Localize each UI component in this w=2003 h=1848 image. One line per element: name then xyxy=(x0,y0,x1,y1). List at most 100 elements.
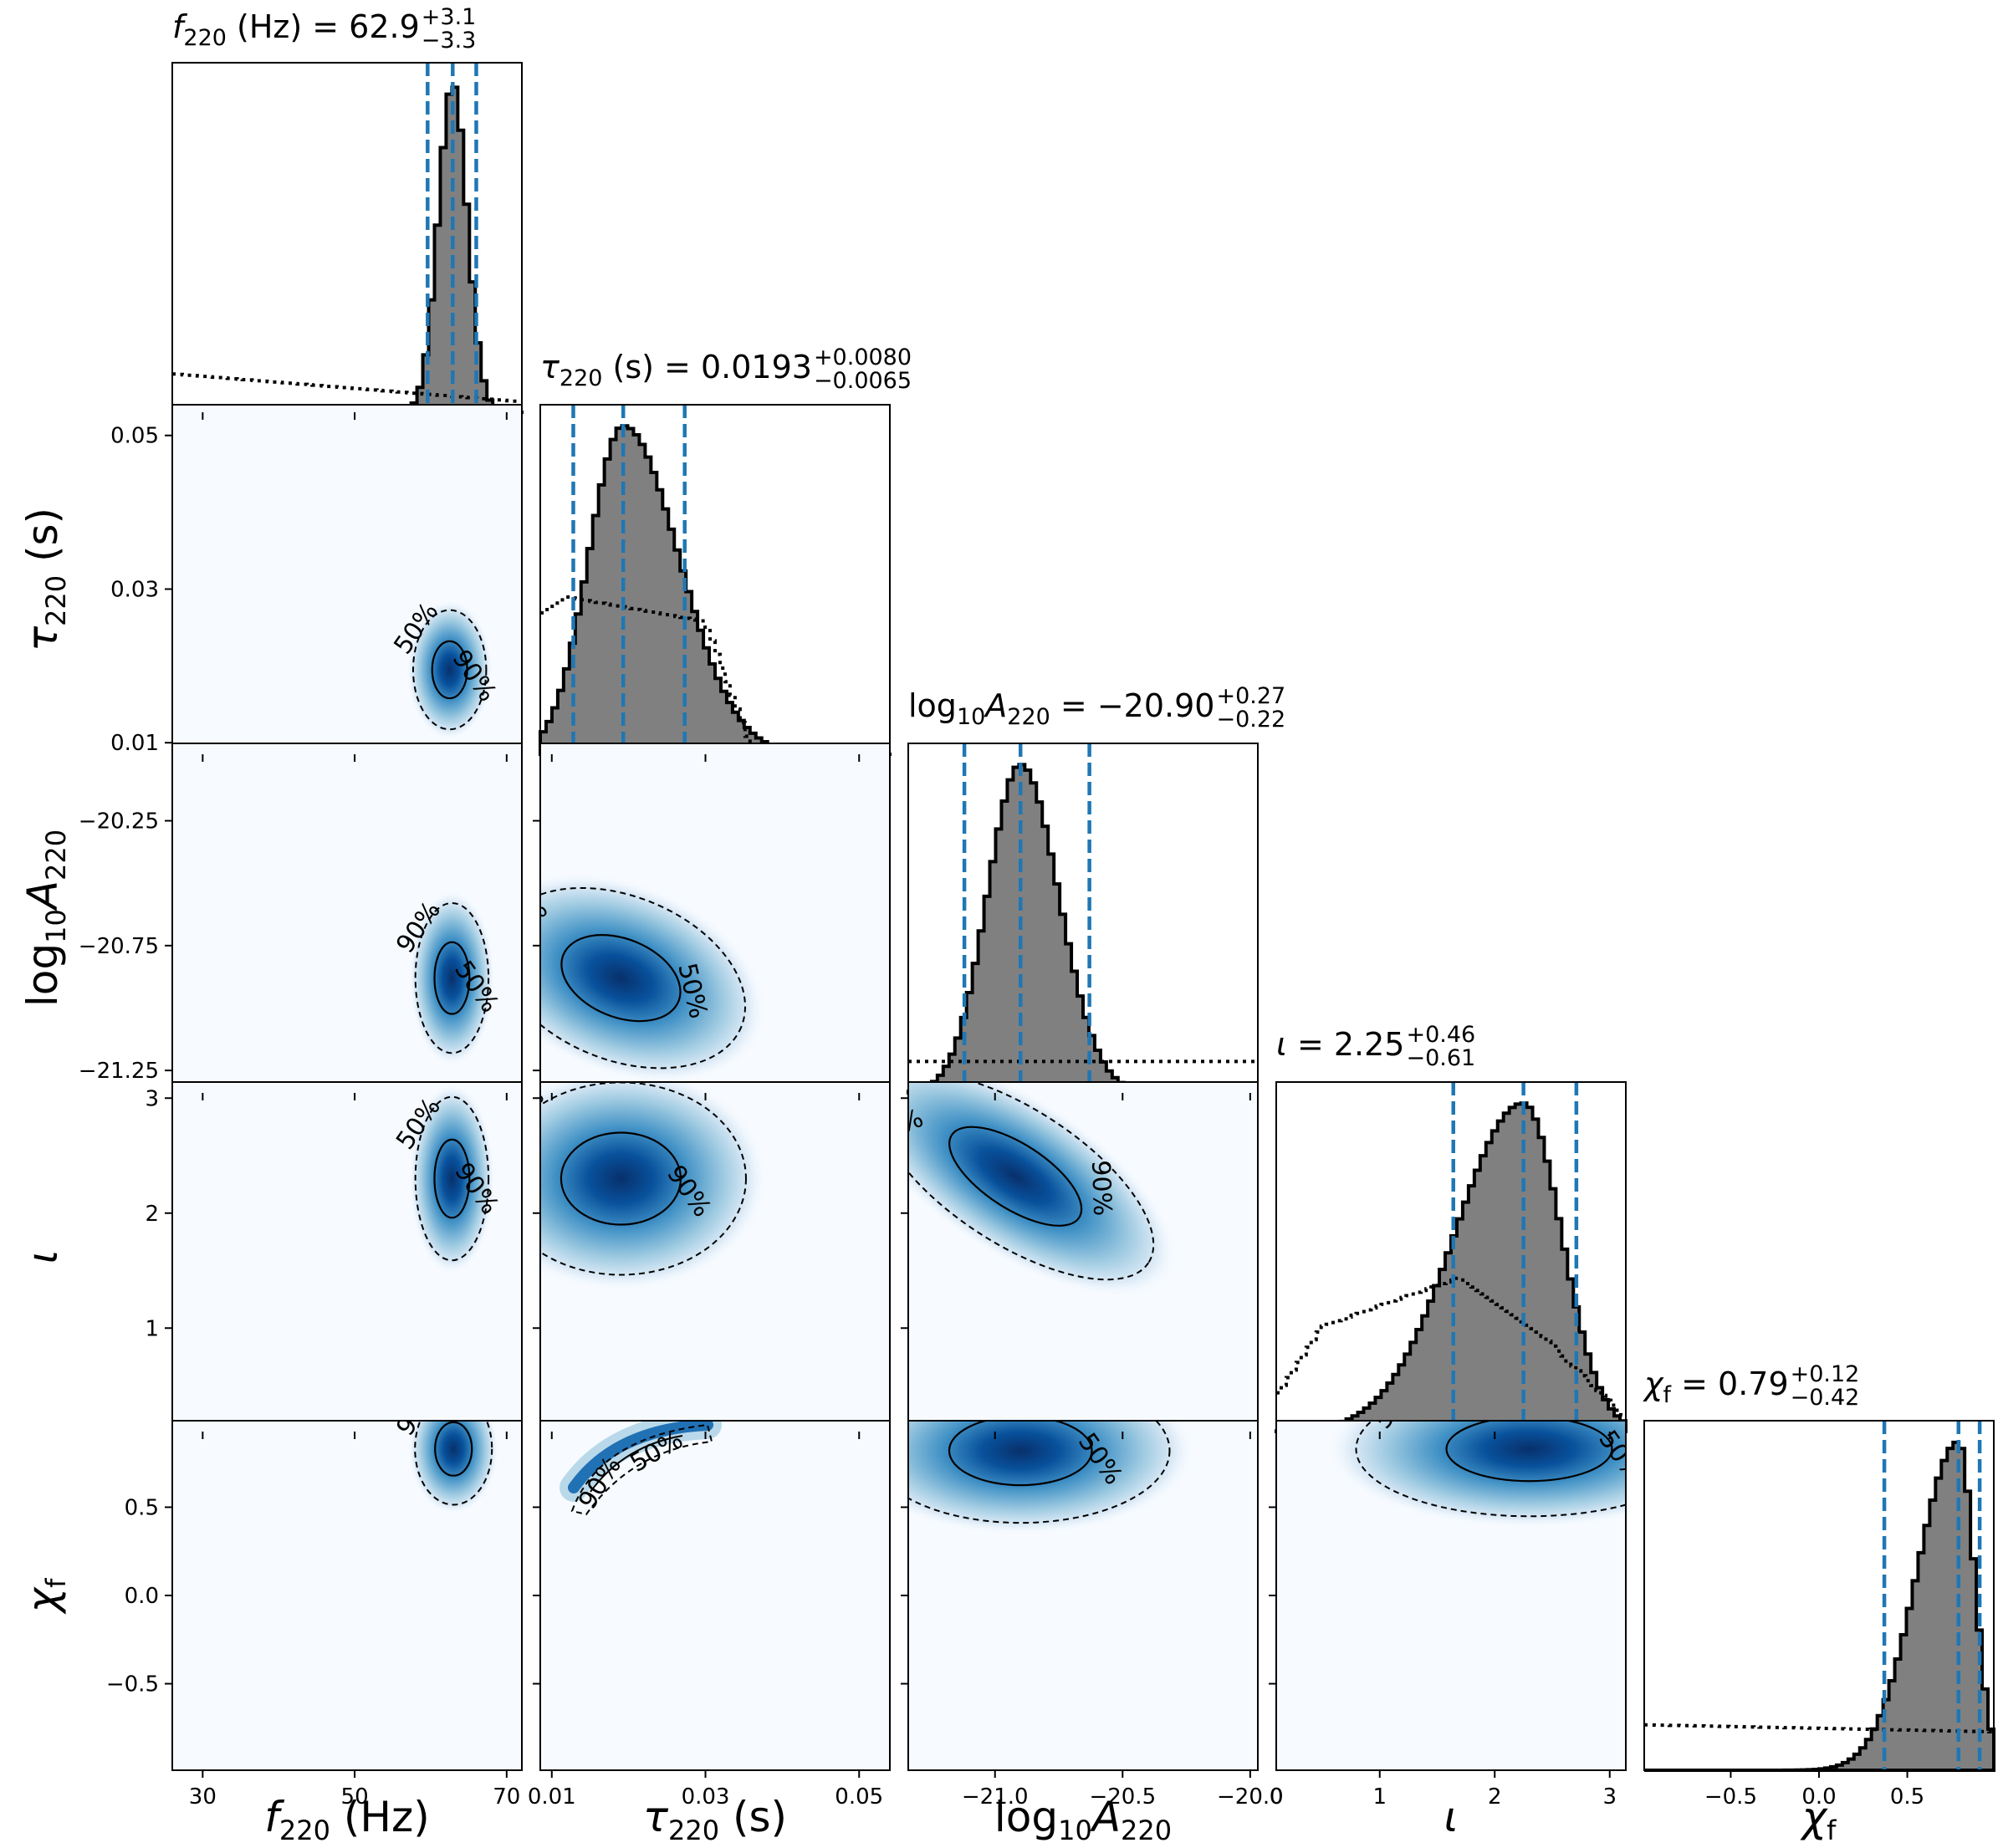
contour-90 xyxy=(1355,1421,1626,1518)
panels: 50%90%90%50%90%50%50%90%50%90%50%90%90%9… xyxy=(165,62,1995,1778)
y-tick-label: 0.0 xyxy=(125,1584,159,1609)
contour-label-90: 90% xyxy=(1086,1160,1116,1217)
x-axis-label-chi_f: χf xyxy=(1800,1793,1837,1846)
y-tick-label: −0.5 xyxy=(106,1672,159,1697)
title-upper-error: +0.27 xyxy=(1216,683,1285,709)
x-tick-label: −20.5 xyxy=(1089,1784,1156,1810)
density-blob xyxy=(409,1082,495,1275)
x-tick-label: 1 xyxy=(1372,1784,1387,1810)
x-axis-label-iota: ι xyxy=(1444,1793,1459,1841)
density-blob xyxy=(406,600,493,740)
title-upper-error: +3.1 xyxy=(422,4,477,30)
contour-50 xyxy=(433,941,471,1015)
contour-90 xyxy=(570,1423,713,1516)
contour-90 xyxy=(908,1421,1171,1524)
prior-histogram xyxy=(1276,1276,1626,1417)
x-tick-label: 50 xyxy=(341,1784,369,1810)
y-tick-label: 0.05 xyxy=(110,424,159,449)
title-lower-error: −0.22 xyxy=(1216,707,1285,733)
y-axis-label-tau220: τ220 (s) xyxy=(18,508,72,651)
y-tick-label: 1 xyxy=(145,1316,159,1341)
contour-90 xyxy=(540,886,746,1069)
x-tick-label: 30 xyxy=(189,1784,217,1810)
contour-50 xyxy=(948,1126,1083,1227)
contour-50 xyxy=(948,1421,1093,1487)
panel-title-log10A220: log10A220 = −20.90 xyxy=(908,687,1214,730)
joint-panel-f220-log10A220: 90%50% xyxy=(171,743,523,1094)
x-tick-label: 3 xyxy=(1602,1784,1617,1810)
density-core xyxy=(568,1421,713,1493)
x-tick-label: 0.0 xyxy=(1801,1784,1836,1810)
joint-panel-tau220-log10A220: 90%50% xyxy=(539,743,891,1094)
contour-50 xyxy=(1445,1421,1613,1483)
joint-panel-log10A220-chi_f: 90%50% xyxy=(907,1420,1259,1771)
contour-90 xyxy=(908,1082,1155,1281)
marginal-panel-tau220 xyxy=(539,404,892,756)
joint-panel-tau220-chi_f: 90%50% xyxy=(539,1420,891,1771)
y-tick-label: 0.03 xyxy=(110,577,159,602)
joint-panel-iota-chi_f: 50%50% xyxy=(1275,1420,1627,1771)
contour-90 xyxy=(414,901,490,1054)
panel-title-tau220: τ220 (s) = 0.0193 xyxy=(540,349,812,391)
marginal-panel-f220 xyxy=(171,62,524,414)
joint-panel-tau220-iota: 50%90% xyxy=(539,1081,891,1432)
y-axis-label-log10A220: log10A220 xyxy=(18,830,72,1007)
contour-50 xyxy=(590,1435,683,1493)
x-tick-label: 2 xyxy=(1488,1784,1502,1810)
y-axis-label-chi_f: χf xyxy=(18,1578,72,1616)
contour-50 xyxy=(434,1421,473,1477)
y-tick-label: −20.75 xyxy=(79,934,159,959)
contour-50 xyxy=(560,934,682,1023)
x-tick-label: 70 xyxy=(493,1784,520,1810)
title-lower-error: −0.42 xyxy=(1791,1385,1860,1411)
y-tick-label: −21.25 xyxy=(79,1059,159,1084)
title-lower-error: −3.3 xyxy=(422,28,477,54)
joint-panel-f220-tau220: 50%90% xyxy=(171,404,523,755)
marginal-panel-iota xyxy=(1275,1081,1627,1433)
contour-90 xyxy=(411,609,488,731)
y-tick-label: 0.5 xyxy=(125,1495,159,1520)
density-blob xyxy=(409,890,495,1066)
title-lower-error: −0.61 xyxy=(1406,1045,1475,1071)
marginal-panel-chi_f xyxy=(1643,1420,1995,1772)
y-axis-label-iota: ι xyxy=(18,1250,67,1264)
title-lower-error: −0.0065 xyxy=(814,368,912,394)
contour-90 xyxy=(414,1421,493,1506)
x-tick-label: −20.0 xyxy=(1217,1784,1284,1810)
density-blob xyxy=(908,1082,1178,1298)
x-tick-label: 0.05 xyxy=(835,1784,883,1810)
panel-titles: f220 (Hz) = 62.9 +3.1−3.3 τ220 (s) = 0.019… xyxy=(172,4,1859,1411)
joint-panel-f220-iota: 50%90% xyxy=(171,1081,523,1432)
prior-histogram xyxy=(1644,1723,1994,1733)
axis-labels: 30 50 70 0.01 0.03 0.05 −21.0 −20.5 −20.0 1 2 30 −0.… xyxy=(18,424,1924,1846)
x-tick-label: −21.0 xyxy=(962,1784,1029,1810)
density-blob xyxy=(540,1082,768,1292)
title-upper-error: +0.46 xyxy=(1406,1022,1475,1048)
title-upper-error: +0.0080 xyxy=(814,345,912,370)
panel-title-f220: f220 (Hz) = 62.9 xyxy=(172,8,420,51)
x-tick-label: 0.03 xyxy=(682,1784,730,1810)
y-tick-label: −20.25 xyxy=(79,809,159,835)
panel-title-iota: ι = 2.25 xyxy=(1276,1026,1404,1063)
x-tick-label: 0 xyxy=(1270,1784,1284,1810)
contour-50 xyxy=(560,1131,682,1226)
x-axis-label-log10A220: log10A220 xyxy=(994,1793,1172,1846)
y-tick-label: 0.01 xyxy=(110,731,159,756)
joint-panel-log10A220-iota: 50%90% xyxy=(907,1081,1259,1432)
y-tick-label: 2 xyxy=(145,1202,159,1227)
density-blob xyxy=(408,1421,499,1515)
joint-panel-f220-chi_f: 90% xyxy=(171,1420,523,1771)
x-axis-label-f220: f220 (Hz) xyxy=(264,1793,429,1846)
x-tick-label: 0.5 xyxy=(1890,1784,1924,1810)
x-tick-label: 0.01 xyxy=(528,1784,576,1810)
contour-50 xyxy=(433,1138,471,1219)
contour-50 xyxy=(431,640,468,700)
title-upper-error: +0.12 xyxy=(1791,1361,1860,1387)
panel-title-chi_f: χf = 0.79 xyxy=(1643,1366,1789,1408)
contour-90 xyxy=(414,1095,490,1262)
density-blob xyxy=(908,1421,1196,1536)
x-tick-label: −0.5 xyxy=(1704,1784,1757,1810)
prior-histogram xyxy=(172,372,522,404)
x-axis-label-tau220: τ220 (s) xyxy=(643,1793,787,1846)
